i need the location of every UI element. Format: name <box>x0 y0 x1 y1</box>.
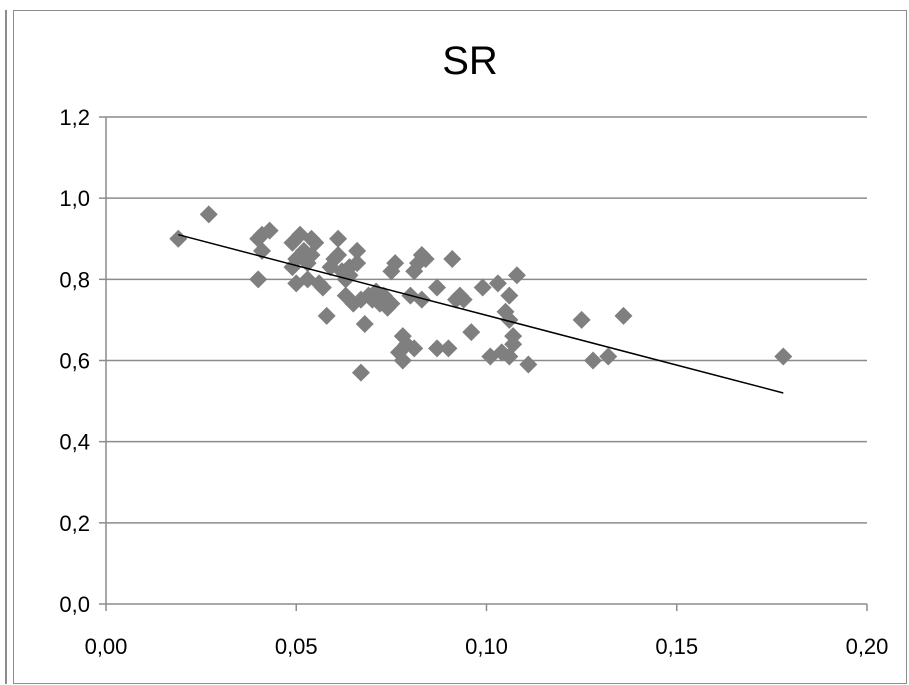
data-point <box>199 205 218 224</box>
data-point <box>393 351 412 370</box>
data-point <box>405 339 424 358</box>
left-divider-line <box>5 10 7 684</box>
data-point <box>519 355 538 374</box>
x-tick-label: 0,10 <box>465 634 508 659</box>
y-tick-label: 1,2 <box>59 105 90 130</box>
data-point <box>313 278 332 297</box>
axes <box>99 116 868 611</box>
data-point <box>249 270 268 289</box>
data-point <box>416 250 435 269</box>
data-points <box>169 205 793 382</box>
x-tick-label: 0,20 <box>846 634 889 659</box>
data-point <box>500 347 519 366</box>
y-tick-label: 1,0 <box>59 186 90 211</box>
trendline <box>178 233 784 394</box>
x-tick-label: 0,00 <box>85 634 128 659</box>
data-point <box>329 229 348 248</box>
y-tick-label: 0,6 <box>59 349 90 374</box>
data-point <box>454 290 473 309</box>
data-point <box>500 310 519 329</box>
y-tick-label: 0,2 <box>59 511 90 536</box>
data-point <box>584 351 603 370</box>
data-point <box>462 323 481 342</box>
data-point <box>329 245 348 264</box>
y-tick-labels: 0,0 0,2 0,4 0,6 0,8 1,0 1,2 <box>59 105 90 617</box>
data-point <box>382 294 401 313</box>
data-point <box>386 254 405 273</box>
data-point <box>169 229 188 248</box>
data-point <box>507 266 526 285</box>
chart-title: SR <box>442 39 498 83</box>
data-point <box>443 250 462 269</box>
data-point <box>348 241 367 260</box>
data-point <box>355 314 374 333</box>
trendline-group <box>178 233 784 394</box>
data-point <box>488 274 507 293</box>
data-point <box>351 363 370 382</box>
data-point <box>439 339 458 358</box>
y-tick-label: 0,4 <box>59 430 90 455</box>
data-point <box>260 221 279 240</box>
gridlines <box>106 116 867 524</box>
data-point <box>504 327 523 346</box>
data-point <box>774 347 793 366</box>
data-point <box>500 286 519 305</box>
data-point <box>412 290 431 309</box>
data-point <box>348 254 367 273</box>
chart-area <box>13 10 907 684</box>
data-point <box>599 347 618 366</box>
x-tick-label: 0,05 <box>275 634 318 659</box>
data-point <box>496 302 515 321</box>
y-tick-label: 0,8 <box>59 267 90 292</box>
data-point <box>572 310 591 329</box>
data-point <box>473 278 492 297</box>
data-point <box>306 233 325 252</box>
data-point <box>428 278 447 297</box>
x-tick-labels: 0,00 0,05 0,10 0,15 0,20 <box>85 634 889 659</box>
data-point <box>428 339 447 358</box>
x-tick-label: 0,15 <box>655 634 698 659</box>
data-point <box>340 266 359 285</box>
data-point <box>317 306 336 325</box>
y-tick-label: 0,0 <box>59 592 90 617</box>
data-point <box>614 306 633 325</box>
